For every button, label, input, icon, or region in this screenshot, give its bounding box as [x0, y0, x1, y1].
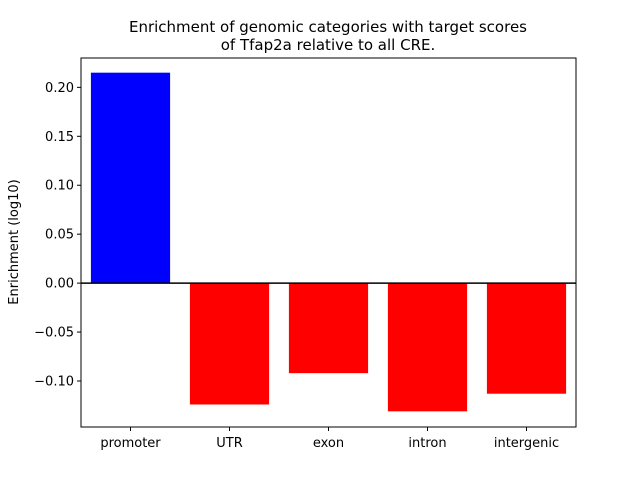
- y-tick-label: 0.15: [45, 130, 74, 145]
- chart-title-line-1: Enrichment of genomic categories with ta…: [129, 18, 527, 36]
- bar-intergenic: [486, 283, 567, 394]
- bar-exon: [288, 283, 369, 374]
- chart-title-line-2: of Tfap2a relative to all CRE.: [221, 36, 436, 54]
- plot-area: −0.10 −0.05 0.00 0.05 0.10 0.15 0.20 promoter UT…: [34, 57, 577, 451]
- x-tick-label: intron: [408, 436, 446, 451]
- y-tick-label: 0.20: [45, 81, 74, 96]
- x-tick-label: promoter: [100, 436, 161, 451]
- y-tick-label: 0.05: [45, 228, 74, 243]
- bar-UTR: [189, 283, 270, 405]
- bar-intron: [387, 283, 468, 412]
- x-tick-label: exon: [313, 436, 344, 451]
- y-axis-label: Enrichment (log10): [7, 179, 22, 304]
- y-tick-label: 0.00: [45, 277, 74, 292]
- x-tick-label: UTR: [216, 436, 243, 451]
- bar-promoter: [90, 72, 171, 284]
- y-tick-label: −0.05: [34, 326, 74, 341]
- y-tick-label: −0.10: [34, 374, 74, 389]
- x-tick-label: intergenic: [494, 436, 559, 451]
- y-tick-label: 0.10: [45, 179, 74, 194]
